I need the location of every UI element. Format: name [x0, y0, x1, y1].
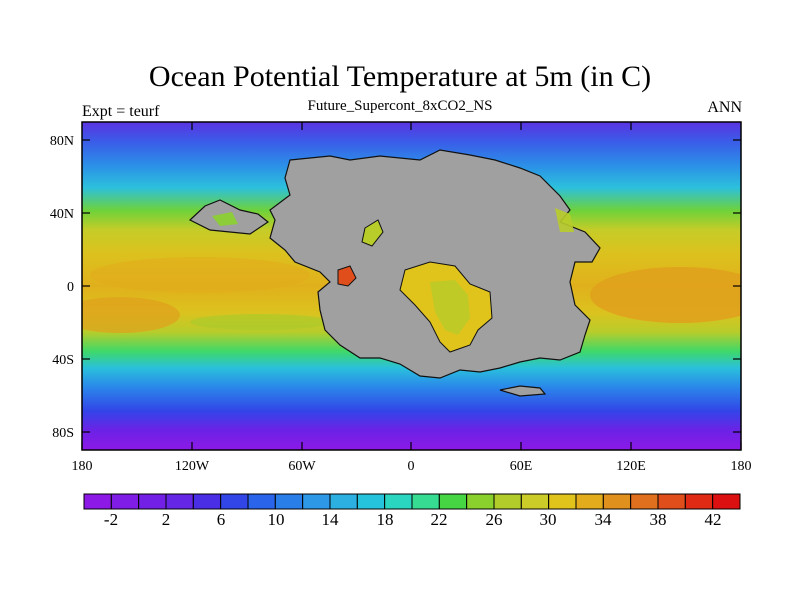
colorbar-label: 30: [540, 510, 557, 529]
colorbar-swatch: [520, 493, 550, 510]
y-axis: [82, 139, 741, 433]
x-tick-labels: 180 120W 60W 0 60E 120E 180: [72, 459, 752, 474]
colorbar-swatch: [438, 493, 468, 510]
hot-lake: [337, 265, 357, 287]
colorbar-label: 42: [705, 510, 722, 529]
gulf-east: [555, 208, 574, 232]
x-tick-label: 60W: [288, 459, 316, 474]
colorbar-swatch: [548, 493, 577, 510]
colorbar-swatch: [220, 493, 249, 510]
colorbar-swatch: [274, 493, 304, 510]
plot-subtitle: Future_Supercont_8xCO2_NS: [307, 98, 493, 114]
inland-lake-north: [361, 219, 384, 247]
colorbar-swatch: [384, 493, 413, 510]
y-tick-labels: 80N 40N 0 40S 80S: [50, 134, 74, 441]
colorbar-swatch: [247, 493, 276, 510]
colorbar-label: 38: [650, 510, 667, 529]
colorbar-label: 22: [431, 510, 448, 529]
colorbar-label: 14: [322, 510, 340, 529]
x-tick-label: 180: [72, 459, 93, 474]
colorbar-swatch: [411, 493, 440, 510]
colorbar-label: 26: [486, 510, 503, 529]
colorbar-swatch: [630, 493, 659, 510]
y-tick-label: 40S: [52, 353, 74, 368]
east-warm-pool: [590, 267, 741, 323]
colorbar-swatch: [575, 493, 604, 510]
west-warm-pool: [82, 297, 180, 333]
colorbar-label: 6: [217, 510, 226, 529]
colorbar-swatch: [302, 493, 331, 510]
colorbar-label: 10: [268, 510, 285, 529]
y-tick-label: 80N: [50, 134, 74, 149]
colorbar-swatch: [165, 493, 194, 510]
colorbar-swatch: [657, 493, 686, 510]
colorbar-swatch: [466, 493, 495, 510]
y-tick-label: 80S: [52, 426, 74, 441]
plot-title: Ocean Potential Temperature at 5m (in C): [148, 60, 652, 93]
colorbar-swatch: [684, 493, 714, 510]
colorbar-label: 18: [377, 510, 394, 529]
colorbar-swatch: [192, 493, 222, 510]
colorbar-swatch: [138, 493, 167, 510]
colorbar-swatch: [329, 493, 358, 510]
x-axis: [81, 122, 742, 450]
colorbar-label: -2: [104, 510, 118, 529]
x-tick-label: 60E: [510, 459, 533, 474]
y-tick-label: 0: [67, 280, 74, 295]
colorbar-swatch: [83, 493, 112, 510]
central-warm-band: [90, 257, 310, 293]
y-tick-label: 40N: [50, 207, 74, 222]
colorbar-label: 2: [162, 510, 171, 529]
x-tick-label: 0: [408, 459, 415, 474]
colorbar-swatch: [493, 493, 522, 510]
season-label: ANN: [707, 99, 742, 116]
x-tick-label: 120E: [616, 459, 646, 474]
colorbar: [83, 493, 741, 510]
experiment-label: Expt = teurf: [82, 103, 160, 120]
colorbar-swatch: [712, 493, 741, 510]
colorbar-label: 34: [595, 510, 613, 529]
colorbar-swatch: [356, 493, 386, 510]
colorbar-swatch: [602, 493, 632, 510]
lagoon-west: [212, 212, 238, 226]
x-tick-label: 120W: [175, 459, 210, 474]
inland-sea-inner: [430, 280, 470, 335]
colorbar-labels: -2 2 6 10 14 18 22 26 30 34 38 42: [104, 510, 722, 529]
colorbar-swatch: [110, 493, 140, 510]
x-tick-label: 180: [731, 459, 752, 474]
cool-band: [190, 314, 330, 330]
